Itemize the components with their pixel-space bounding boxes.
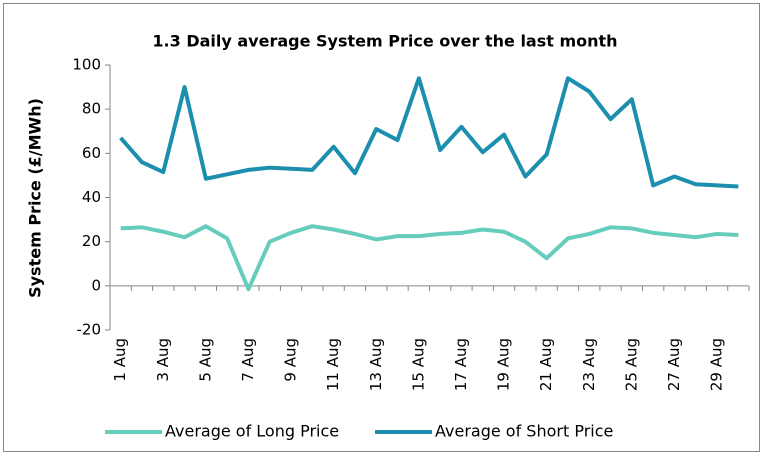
- x-tick-label: 7 Aug: [239, 338, 257, 382]
- y-axis-label: System Price (£/MWh): [26, 98, 45, 298]
- line-series: [120, 224, 739, 292]
- x-tick-label: 25 Aug: [622, 338, 640, 391]
- line-series: [119, 76, 739, 189]
- y-tick-label: 60: [82, 144, 101, 162]
- x-tick-label: 29 Aug: [708, 338, 726, 391]
- x-tick-label: 21 Aug: [537, 338, 555, 391]
- y-tick-label: 40: [82, 188, 101, 206]
- x-tick-label: 5 Aug: [196, 338, 214, 382]
- legend-label: Average of Long Price: [165, 422, 339, 441]
- x-tick-label: 3 Aug: [154, 338, 172, 382]
- x-tick-label: 23 Aug: [580, 338, 598, 391]
- y-tick-label: 20: [82, 232, 101, 250]
- x-tick-label: 27 Aug: [665, 338, 683, 391]
- chart-title: 1.3 Daily average System Price over the …: [152, 32, 617, 51]
- y-tick-label: 0: [91, 276, 101, 294]
- y-tick-label: -20: [77, 321, 102, 339]
- y-tick-label: 80: [82, 100, 101, 118]
- x-tick-label: 1 Aug: [111, 338, 129, 382]
- x-tick-label: 15 Aug: [409, 338, 427, 391]
- x-tick-label: 9 Aug: [282, 338, 300, 382]
- x-tick-label: 13 Aug: [367, 338, 385, 391]
- x-tick-label: 17 Aug: [452, 338, 470, 391]
- x-tick-label: 11 Aug: [324, 338, 342, 391]
- x-tick-label: 19 Aug: [495, 338, 513, 391]
- legend-label: Average of Short Price: [435, 422, 613, 441]
- y-tick-label: 100: [72, 56, 101, 74]
